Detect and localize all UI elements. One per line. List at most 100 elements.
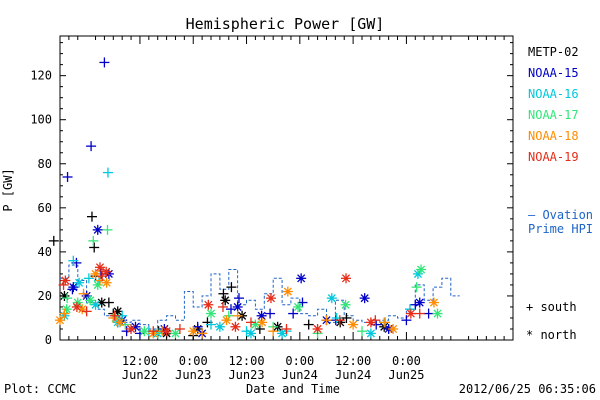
data-point-south <box>245 317 256 328</box>
marker-stroke <box>415 298 424 307</box>
plot-frame <box>59 35 514 341</box>
marker-stroke <box>86 296 95 305</box>
x-tick-label: 12:00 <box>122 354 158 368</box>
data-point-north <box>85 295 96 306</box>
data-point-south <box>197 328 208 339</box>
data-point-south <box>218 288 229 299</box>
x-tick-label: 12:00 <box>228 354 264 368</box>
x-tick-date-label: Jun23 <box>228 368 264 382</box>
marker-stroke <box>61 276 70 285</box>
marker-stroke <box>349 320 358 329</box>
marker-stroke <box>140 327 149 336</box>
data-point-south <box>81 306 92 317</box>
marker-stroke <box>283 287 292 296</box>
marker-stroke <box>78 305 87 314</box>
data-point-north <box>293 301 304 312</box>
marker-key-item: + south <box>526 300 577 314</box>
data-point-north <box>55 315 65 326</box>
data-point-north <box>203 299 214 310</box>
data-point-north <box>359 293 370 304</box>
marker-stroke <box>266 294 276 303</box>
data-point-south <box>233 293 244 304</box>
marker-stroke <box>257 311 266 320</box>
data-point-south <box>59 308 70 319</box>
data-point-south <box>48 235 59 246</box>
data-point-south <box>321 315 332 326</box>
data-point-north <box>139 326 150 337</box>
marker-stroke <box>93 225 102 234</box>
data-point-south <box>86 141 97 152</box>
marker-stroke <box>126 324 136 334</box>
marker-key: + south * north <box>526 300 577 342</box>
marker-stroke <box>171 329 180 338</box>
y-tick-label: 80 <box>38 157 52 171</box>
data-point-north <box>92 224 103 235</box>
marker-stroke <box>417 265 426 274</box>
data-point-south <box>97 271 108 282</box>
data-point-south <box>241 326 252 337</box>
data-point-south <box>401 315 412 326</box>
data-point-north <box>114 317 125 328</box>
data-point-north <box>90 299 101 310</box>
data-point-south <box>99 57 110 68</box>
marker-stroke <box>297 274 306 283</box>
data-point-north <box>206 308 216 319</box>
legend-item: NOAA-16 <box>528 87 579 101</box>
marker-stroke <box>82 291 91 301</box>
data-point-south <box>217 301 228 312</box>
legend-item: NOAA-18 <box>528 129 579 143</box>
data-point-north <box>365 317 376 328</box>
marker-stroke <box>222 316 231 325</box>
data-point-south <box>297 297 308 308</box>
data-point-north <box>101 266 112 277</box>
data-point-south <box>411 282 422 293</box>
data-point-south <box>226 282 237 293</box>
data-point-south <box>102 224 113 235</box>
data-point-south <box>206 319 216 330</box>
data-point-south <box>78 288 89 299</box>
marker-stroke <box>162 327 171 336</box>
marker-stroke <box>429 298 439 307</box>
data-point-north <box>250 319 261 330</box>
data-point-south <box>232 310 243 321</box>
y-tick-label: 20 <box>38 289 52 303</box>
marker-stroke <box>366 329 375 338</box>
ovation-hpi-legend-line1: — Ovation <box>528 208 593 222</box>
y-tick-label: 120 <box>30 69 52 83</box>
data-point-north <box>432 308 443 319</box>
data-point-south <box>223 310 234 321</box>
data-point-north <box>416 264 427 275</box>
marker-stroke <box>69 283 78 292</box>
data-point-north <box>126 323 137 334</box>
data-point-south <box>423 308 434 319</box>
data-point-south <box>121 326 132 337</box>
marker-stroke <box>258 318 267 327</box>
marker-stroke <box>277 329 287 338</box>
data-point-south <box>174 323 185 334</box>
marker-stroke <box>341 300 350 309</box>
marker-stroke <box>91 269 100 278</box>
data-point-north <box>61 304 72 315</box>
data-point-south <box>357 326 367 337</box>
data-point-north <box>74 277 85 288</box>
data-point-north <box>341 273 352 284</box>
marker-stroke <box>231 322 240 331</box>
data-point-south <box>86 211 97 222</box>
data-point-south <box>414 308 425 319</box>
marker-stroke <box>95 263 105 272</box>
data-point-south <box>370 315 381 326</box>
marker-stroke <box>360 294 369 303</box>
footer-timestamp: 2012/06/25 06:35:06 <box>459 382 596 396</box>
data-point-north <box>365 328 376 339</box>
legend-item: NOAA-15 <box>528 66 579 80</box>
marker-stroke <box>206 309 216 318</box>
marker-stroke <box>102 267 111 276</box>
data-point-north <box>92 279 103 290</box>
data-point-south <box>62 293 73 304</box>
marker-stroke <box>91 300 100 309</box>
marker-stroke <box>246 329 256 338</box>
data-point-north <box>265 293 276 304</box>
data-point-north <box>412 268 423 279</box>
data-point-north <box>428 297 439 308</box>
